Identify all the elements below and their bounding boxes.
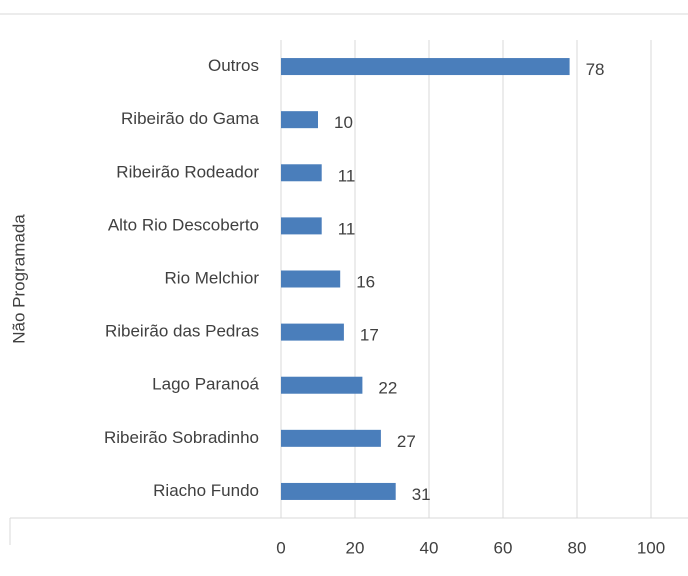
y-tick-label: Alto Rio Descoberto [108,215,259,234]
value-label: 16 [356,272,375,291]
bar [281,429,381,447]
x-tick-label: 20 [346,538,365,557]
y-tick-label: Lago Paranoá [152,375,259,394]
bar [281,270,341,288]
y-tick-label: Ribeirão Sobradinho [104,428,259,447]
y-tick-label: Ribeirão do Gama [121,109,260,128]
bar [281,482,396,500]
y-tick-label: Ribeirão das Pedras [105,322,259,341]
value-label: 31 [412,485,431,504]
y-tick-label: Riacho Fundo [153,481,259,500]
y-tick-label: Outros [208,56,259,75]
y-group-label: Não Programada [9,214,28,344]
bar [281,376,363,394]
value-label: 27 [397,432,416,451]
y-tick-label: Ribeirão Rodeador [116,162,259,181]
y-tick-label: Rio Melchior [165,268,260,287]
value-label: 22 [378,379,397,398]
bar [281,58,570,76]
bar [281,111,318,129]
x-tick-label: 0 [276,538,285,557]
value-label: 10 [334,113,353,132]
value-label: 17 [360,326,379,345]
x-tick-label: 80 [568,538,587,557]
value-label: 11 [338,219,356,238]
x-tick-label: 60 [494,538,513,557]
bar [281,164,322,182]
bar [281,217,322,235]
x-tick-label: 40 [420,538,439,557]
bar [281,323,344,341]
x-tick-label: 100 [637,538,665,557]
value-label: 78 [586,60,605,79]
value-label: 11 [338,166,356,185]
